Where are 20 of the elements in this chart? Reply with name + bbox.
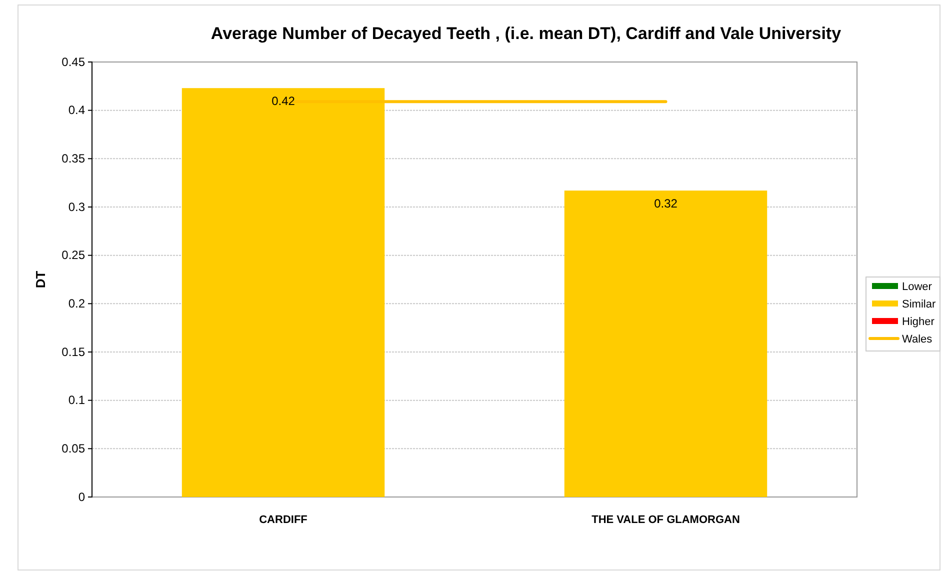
y-tick-label: 0.4 <box>68 103 86 118</box>
data-label: 0.42 <box>272 94 296 108</box>
y-tick-label: 0.45 <box>62 54 86 69</box>
x-tick-label: CARDIFF <box>259 514 308 526</box>
legend-label: Wales <box>902 334 933 346</box>
y-tick-label: 0.25 <box>62 248 86 262</box>
y-tick-label: 0.05 <box>62 442 86 456</box>
chart-title: Average Number of Decayed Teeth , (i.e. mean DT), Cardiff and Vale University <box>210 24 842 43</box>
y-tick-label: 0.1 <box>68 393 86 408</box>
y-tick-label: 0.2 <box>68 296 86 311</box>
legend-label: Higher <box>902 316 935 328</box>
y-axis-title: DT <box>33 270 48 288</box>
legend-label: Lower <box>902 281 932 293</box>
y-tick-label: 0.3 <box>68 200 86 214</box>
y-tick-label: 0.15 <box>62 344 86 359</box>
data-label: 0.32 <box>654 196 678 211</box>
x-tick-label: THE VALE OF GLAMORGAN <box>592 514 740 526</box>
legend-label: Similar <box>902 298 936 310</box>
y-tick-label: 0 <box>78 490 86 504</box>
y-tick-label: 0.35 <box>62 152 86 166</box>
